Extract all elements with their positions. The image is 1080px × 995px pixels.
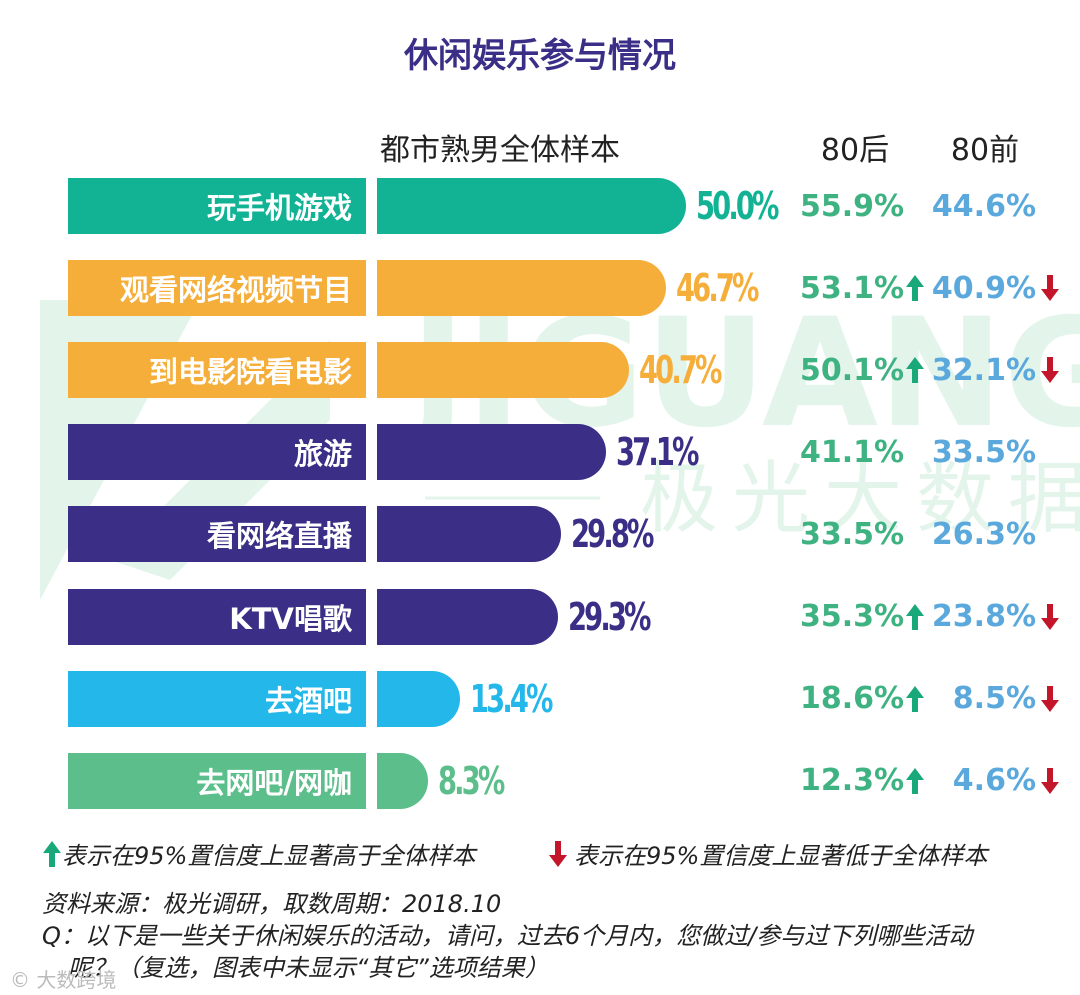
bar-total-sample [377, 506, 562, 563]
arrow-up-icon [906, 767, 924, 794]
value-80-before: 26.3% [931, 516, 1036, 552]
legend-down-text: 表示在95%置信度上显著低于全体样本 [574, 842, 988, 870]
legend-up: 表示在95%置信度上显著高于全体样本 [42, 836, 475, 871]
arrow-up-icon [43, 840, 61, 867]
value-80-before: 8.5% [952, 681, 1036, 717]
bar-value-label: 8.3% [438, 758, 505, 803]
bar-value-label: 40.7% [638, 348, 722, 393]
bar-value-label: 50.0% [696, 184, 779, 228]
arrow-down-icon [1041, 685, 1059, 712]
question-note-line1: Q：以下是一些关于休闲娱乐的活动，请问，过去6个月内，您做过/参与过下列哪些活动 [42, 922, 973, 950]
arrow-down-icon [1041, 767, 1059, 794]
arrow-down-icon [1041, 275, 1059, 302]
value-80-before: 32.1% [931, 352, 1036, 388]
bar-total-sample [377, 752, 429, 809]
header-total-sample: 都市熟男全体样本 [380, 133, 620, 168]
bar-value-label: 29.3% [568, 594, 651, 639]
bar-value-label: 29.8% [571, 512, 654, 557]
category-label: KTV唱歌 [68, 588, 366, 645]
arrow-down-icon [1041, 357, 1059, 384]
bar-value-label: 46.7% [675, 266, 759, 311]
bar-total-sample [377, 670, 460, 727]
bar-total-sample [377, 588, 559, 645]
value-80-after: 35.3% [800, 599, 905, 634]
arrow-down-icon [1041, 603, 1059, 630]
bar-total-sample [377, 260, 666, 317]
category-label: 去酒吧 [68, 670, 366, 727]
value-80-before: 40.9% [931, 270, 1036, 306]
value-80-after: 41.1% [800, 434, 905, 470]
bar-total-sample [377, 424, 607, 481]
value-80-after: 55.9% [800, 188, 905, 224]
arrow-up-icon [906, 357, 924, 384]
legend-up-text: 表示在95%置信度上显著高于全体样本 [62, 842, 476, 870]
value-80-before: 4.6% [952, 763, 1036, 799]
bar-value-label: 13.4% [469, 676, 553, 721]
category-label: 观看网络视频节目 [68, 260, 366, 317]
value-80-before: 23.8% [931, 599, 1036, 634]
value-80-after: 33.5% [800, 516, 905, 552]
value-80-after: 53.1% [800, 270, 905, 306]
category-label: 旅游 [68, 424, 366, 481]
value-80-after: 12.3% [800, 763, 905, 799]
arrow-up-icon [906, 603, 924, 630]
category-label: 看网络直播 [68, 506, 366, 563]
header-80-after: 80后 [820, 133, 890, 168]
value-80-before: 33.5% [931, 434, 1036, 470]
category-label: 玩手机游戏 [68, 178, 366, 234]
question-note-line2: 呢？（复选，图表中未显示“其它”选项结果） [68, 954, 549, 982]
value-80-after: 50.1% [800, 352, 905, 388]
arrow-up-icon [906, 685, 924, 712]
corner-watermark: © 大数跨境 [10, 968, 117, 992]
header-80-before: 80前 [950, 133, 1020, 168]
value-80-before: 44.6% [931, 188, 1036, 224]
category-label: 到电影院看电影 [68, 342, 366, 399]
value-80-after: 18.6% [800, 681, 905, 717]
arrow-up-icon [906, 275, 924, 302]
bar-total-sample [377, 178, 686, 234]
page-title: 休闲娱乐参与情况 [404, 36, 676, 76]
category-label: 去网吧/网咖 [68, 752, 366, 809]
data-source-note: 资料来源：极光调研，取数周期：2018.10 [42, 890, 502, 918]
legend-down: 表示在95%置信度上显著低于全体样本 [548, 836, 987, 871]
bar-value-label: 37.1% [616, 430, 699, 475]
arrow-down-icon [549, 840, 567, 867]
bar-total-sample [377, 342, 629, 399]
